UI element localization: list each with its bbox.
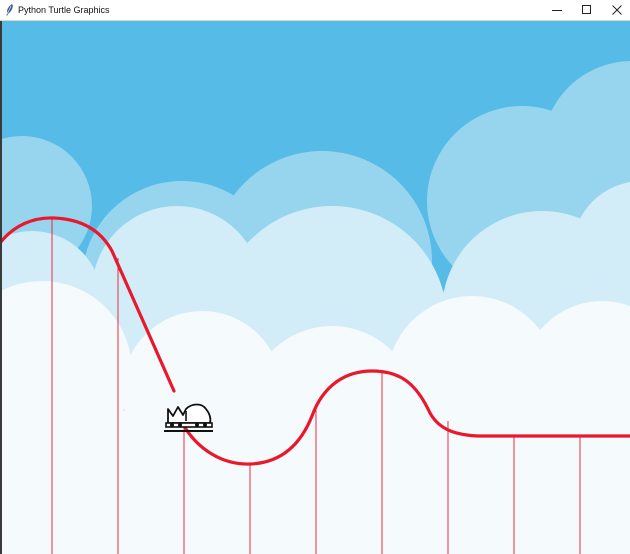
cart-wheel (195, 423, 199, 427)
cart-wheel (203, 423, 207, 427)
cart-wheel (178, 423, 182, 427)
cart-chassis (165, 422, 213, 428)
maximize-icon (582, 5, 591, 14)
title-bar[interactable]: Python Turtle Graphics (0, 0, 630, 21)
feather-icon (6, 4, 13, 16)
cloud-puff (572, 182, 630, 320)
cart-body (167, 403, 212, 424)
turtle-canvas[interactable] (0, 21, 630, 554)
roller-coaster-car-icon (164, 403, 213, 432)
maximize-button[interactable] (572, 0, 602, 20)
roller-coaster-track (2, 216, 630, 466)
track-supports (51, 218, 581, 554)
close-button[interactable] (602, 0, 630, 20)
close-icon (612, 5, 622, 15)
minimize-button[interactable] (542, 0, 572, 20)
cart-wheel (170, 423, 174, 427)
scene-drawing (2, 21, 630, 554)
window-title: Python Turtle Graphics (18, 5, 110, 15)
minimize-icon (552, 10, 562, 11)
